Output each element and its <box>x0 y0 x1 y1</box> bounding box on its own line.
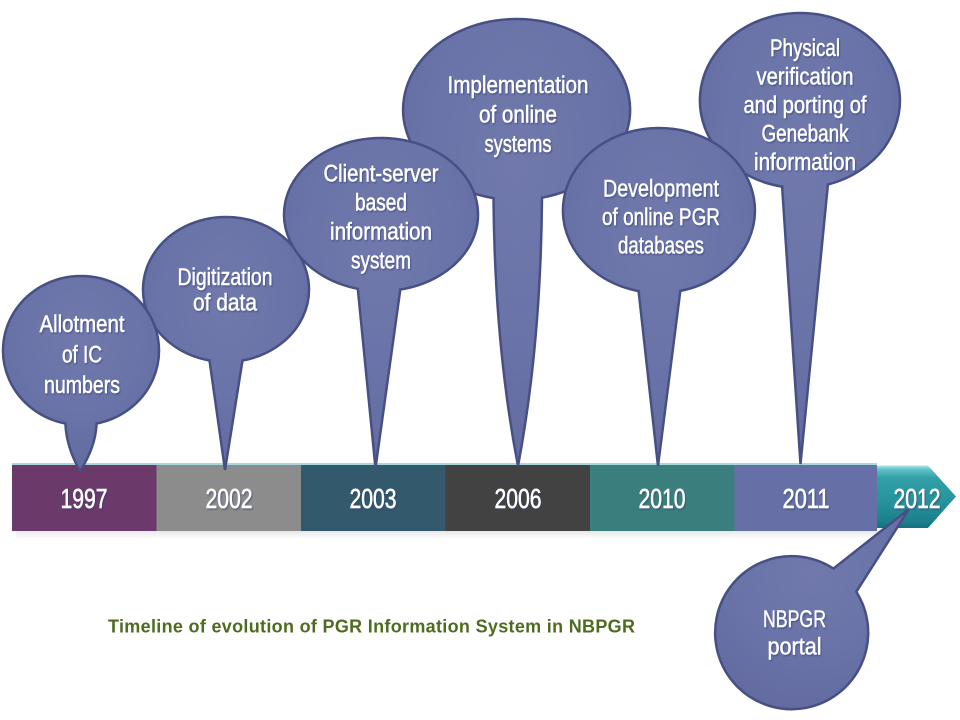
svg-text:of online: of online <box>479 102 557 129</box>
svg-text:2003: 2003 <box>350 483 397 514</box>
svg-text:systems: systems <box>485 131 552 158</box>
svg-text:information: information <box>754 149 856 176</box>
svg-text:verification: verification <box>757 64 854 91</box>
svg-text:information: information <box>330 219 432 246</box>
svg-text:and porting of: and porting of <box>744 92 867 119</box>
svg-text:numbers: numbers <box>44 372 120 399</box>
svg-text:Implementation: Implementation <box>448 72 589 99</box>
svg-text:Allotment: Allotment <box>40 311 125 338</box>
svg-text:Development: Development <box>603 176 719 203</box>
svg-text:2006: 2006 <box>495 483 542 514</box>
svg-text:Client-server: Client-server <box>324 161 439 188</box>
svg-text:Timeline of evolution of PGR I: Timeline of evolution of PGR Information… <box>108 617 635 637</box>
svg-text:of IC: of IC <box>62 342 102 369</box>
svg-text:2011: 2011 <box>783 483 830 514</box>
svg-text:2010: 2010 <box>639 483 686 514</box>
svg-text:Physical: Physical <box>770 35 840 62</box>
svg-text:based: based <box>355 190 407 217</box>
svg-text:of online PGR: of online PGR <box>602 204 720 231</box>
svg-text:NBPGR: NBPGR <box>763 606 826 633</box>
svg-text:portal: portal <box>768 634 822 661</box>
svg-text:1997: 1997 <box>61 483 108 514</box>
svg-text:Digitization: Digitization <box>178 264 273 291</box>
svg-text:2012: 2012 <box>894 483 941 514</box>
svg-text:Genebank: Genebank <box>762 121 850 148</box>
svg-text:system: system <box>351 248 411 275</box>
svg-text:2002: 2002 <box>206 483 253 514</box>
svg-text:databases: databases <box>618 233 704 260</box>
svg-text:of data: of data <box>193 290 257 317</box>
